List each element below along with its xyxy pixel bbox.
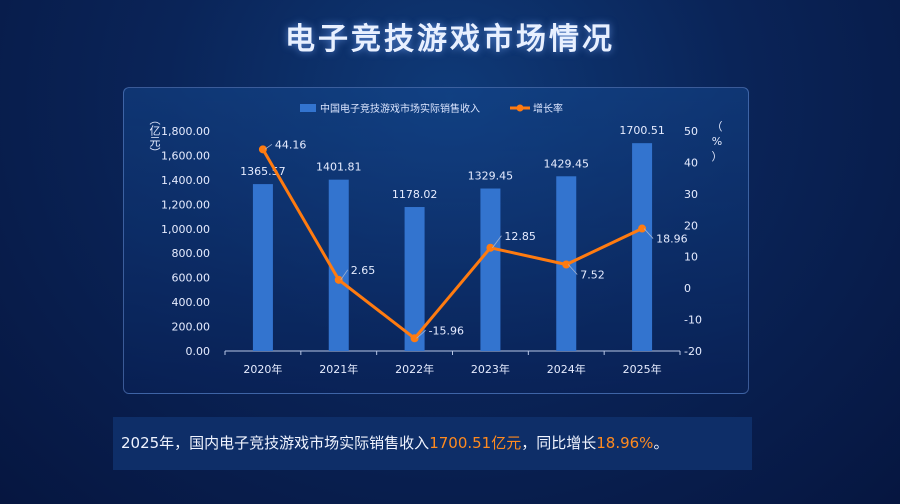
left-tick-label: 1,400.00: [161, 174, 210, 187]
left-tick-label: 1,000.00: [161, 223, 210, 236]
growth-point: [486, 243, 495, 252]
left-tick-label: 1,600.00: [161, 149, 210, 162]
bar-data-label: 1700.51: [619, 124, 665, 137]
label-leader: [567, 264, 578, 275]
summary-growth: 18.96%: [596, 434, 654, 452]
growth-data-label: -15.96: [429, 324, 464, 337]
label-leader: [643, 228, 654, 239]
right-tick-label: 40: [684, 156, 698, 169]
bar-data-label: 1329.45: [468, 170, 514, 183]
right-tick-label: 10: [684, 251, 698, 264]
left-tick-label: 200.00: [172, 321, 211, 334]
label-leader: [416, 330, 426, 339]
right-axis-label-char: %: [712, 135, 722, 148]
right-axis-label-char: ）: [712, 150, 723, 163]
x-tick-label: 2022年: [395, 362, 434, 376]
summary-middle: ，同比增长: [521, 434, 597, 452]
right-tick-label: -10: [684, 314, 702, 327]
bar: [632, 143, 653, 351]
left-tick-label: 1,800.00: [161, 125, 210, 138]
right-axis-label-char: （: [712, 120, 723, 133]
bar-data-label: 1178.02: [392, 188, 438, 201]
bar: [328, 179, 349, 351]
summary-prefix: 2025年，国内电子竞技游戏市场实际销售收入: [121, 434, 430, 452]
right-tick-label: 0: [684, 282, 691, 295]
growth-point: [334, 275, 343, 284]
label-leader: [340, 269, 349, 281]
growth-point: [410, 334, 419, 343]
page-title: 电子竞技游戏市场情况: [285, 22, 615, 57]
left-tick-label: 800.00: [172, 247, 211, 260]
growth-point: [258, 145, 267, 154]
left-axis-label: （亿元）: [148, 114, 161, 158]
right-tick-label: 20: [684, 219, 698, 232]
growth-point: [562, 260, 571, 269]
x-tick-label: 2024年: [547, 362, 586, 376]
left-tick-label: 600.00: [172, 272, 211, 285]
bar: [252, 184, 273, 351]
x-tick-label: 2020年: [243, 362, 282, 376]
right-tick-label: 30: [684, 188, 698, 201]
bar-data-label: 1401.81: [316, 161, 362, 174]
legend-bar-swatch: [300, 104, 316, 112]
growth-point: [638, 224, 647, 233]
x-tick-label: 2025年: [623, 362, 662, 376]
bar: [480, 188, 501, 351]
summary-revenue: 1700.51亿元: [429, 434, 522, 452]
legend-bar-label: 中国电子竞技游戏市场实际销售收入: [320, 102, 480, 115]
x-tick-label: 2021年: [319, 362, 358, 376]
summary-text: 2025年，国内电子竞技游戏市场实际销售收入1700.51亿元，同比增长18.9…: [113, 417, 752, 470]
right-tick-label: -20: [684, 345, 702, 358]
left-tick-label: 1,200.00: [161, 198, 210, 211]
label-leader: [492, 235, 502, 248]
label-leader: [264, 144, 273, 150]
left-tick-label: 0.00: [186, 345, 211, 358]
left-tick-label: 400.00: [172, 296, 211, 309]
growth-data-label: 12.85: [504, 230, 535, 243]
summary-suffix: 。: [653, 434, 669, 452]
growth-data-label: 7.52: [580, 269, 605, 282]
bar-data-label: 1429.45: [544, 157, 590, 170]
right-tick-label: 50: [684, 125, 698, 138]
growth-data-label: 2.65: [351, 264, 376, 277]
growth-data-label: 18.96: [656, 233, 688, 246]
growth-data-label: 44.16: [275, 138, 307, 151]
legend-line-label: 增长率: [533, 102, 563, 115]
growth-line: [261, 148, 643, 341]
bar: [404, 207, 425, 351]
x-tick-label: 2023年: [471, 362, 510, 376]
legend-line-marker: [516, 104, 524, 112]
